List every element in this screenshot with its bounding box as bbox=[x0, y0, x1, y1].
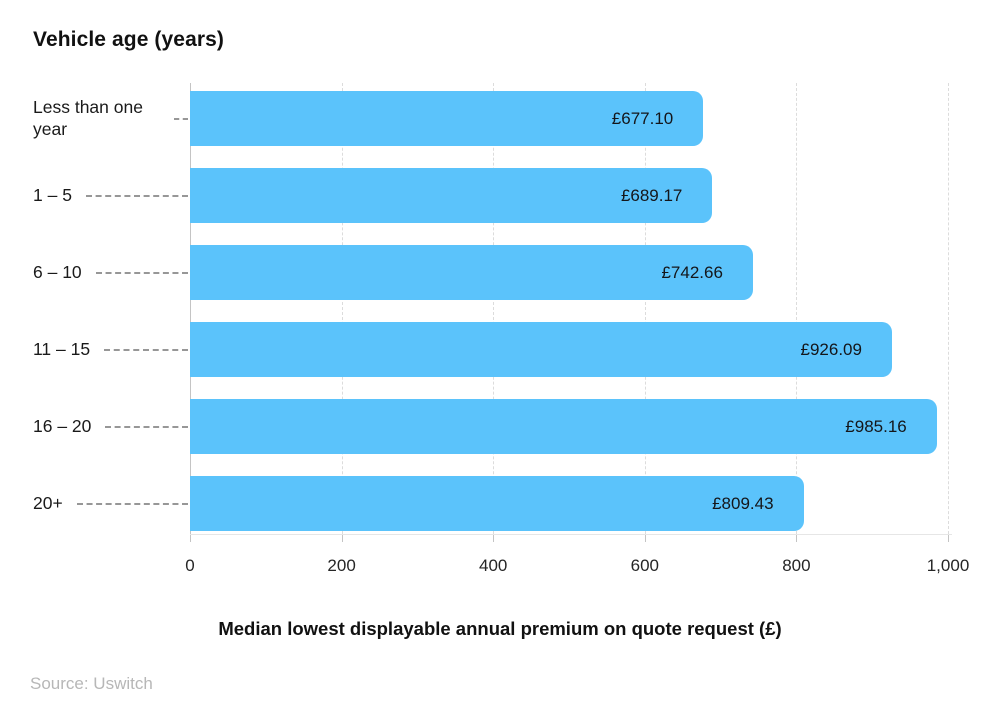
leader-dashed-line bbox=[76, 502, 188, 505]
x-tick-label: 0 bbox=[185, 556, 195, 575]
x-tick-label: 400 bbox=[479, 556, 508, 575]
category-label: 16 – 20 bbox=[33, 415, 92, 436]
category-label: 11 – 15 bbox=[33, 338, 91, 359]
y-axis-line bbox=[190, 83, 191, 534]
bar: £926.09 bbox=[190, 322, 892, 377]
axis-tick bbox=[190, 534, 191, 542]
bar: £809.43 bbox=[190, 476, 804, 531]
leader-dashed-line bbox=[85, 194, 188, 197]
source-note: Source: Uswitch bbox=[30, 674, 153, 693]
bar-value-label: £742.66 bbox=[661, 262, 723, 282]
gridline bbox=[796, 83, 798, 534]
gridline bbox=[341, 83, 343, 534]
gridline bbox=[948, 83, 949, 534]
axis-tick bbox=[493, 534, 495, 542]
category-row: 6 – 10 bbox=[33, 245, 190, 300]
x-axis-line bbox=[190, 534, 952, 535]
category-label: 6 – 10 bbox=[33, 261, 82, 282]
leader-dashed-line bbox=[174, 117, 188, 120]
x-tick-label: 200 bbox=[327, 556, 356, 575]
leader-dashed-line bbox=[95, 271, 188, 274]
x-tick-label: 800 bbox=[782, 556, 811, 575]
bar-value-label: £926.09 bbox=[800, 339, 862, 359]
gridline bbox=[644, 83, 646, 534]
bar: £677.10 bbox=[190, 91, 704, 146]
axis-tick bbox=[796, 534, 798, 542]
chart-title: Vehicle age (years) bbox=[33, 28, 225, 51]
bar: £985.16 bbox=[190, 399, 937, 454]
axis-tick bbox=[341, 534, 343, 542]
bar-value-label: £689.17 bbox=[620, 185, 683, 205]
axis-tick bbox=[644, 534, 646, 542]
leader-dashed-line bbox=[104, 348, 188, 351]
x-tick-label: 600 bbox=[630, 556, 659, 575]
bar-value-label: £985.16 bbox=[845, 416, 907, 436]
category-row: 1 – 5 bbox=[33, 168, 190, 223]
category-label: 1 – 5 bbox=[33, 184, 72, 205]
gridline bbox=[493, 83, 495, 534]
category-row: Less than one year bbox=[33, 91, 190, 146]
leader-dashed-line bbox=[105, 425, 188, 428]
bar: £742.66 bbox=[190, 245, 753, 300]
category-row: 20+ bbox=[33, 476, 190, 531]
axis-tick bbox=[948, 534, 949, 542]
category-label: 20+ bbox=[33, 492, 63, 513]
bar-value-label: £677.10 bbox=[611, 108, 674, 128]
category-label: Less than one year bbox=[33, 96, 143, 139]
category-row: 11 – 15 bbox=[33, 322, 190, 377]
x-tick-label: 1,000 bbox=[926, 556, 970, 575]
x-axis-title: Median lowest displayable annual premium… bbox=[218, 618, 782, 639]
bar-value-label: £809.43 bbox=[712, 493, 774, 513]
category-row: 16 – 20 bbox=[33, 399, 190, 454]
bar: £689.17 bbox=[190, 168, 713, 223]
